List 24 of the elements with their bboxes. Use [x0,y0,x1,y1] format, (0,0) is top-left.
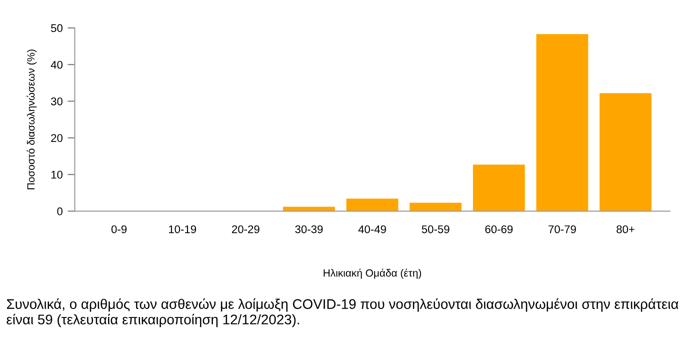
x-tick-label: 70-79 [548,225,576,234]
x-tick-label: 80+ [616,225,634,234]
x-axis-title: Ηλικιακή Ομάδα (έτη) [324,268,422,279]
y-tick-label: 20 [51,134,62,142]
bar [410,202,462,212]
text: Συνολικά, ο αριθμός των ασθενών με λοίμωξη COVID-19 που νοσηλεύονται διασωληνωμένοι στην επικράτεια είναι 59 (τελευταία επικαιροποίηση 12/12/2023). [6,298,678,328]
x-tick-label: 10-19 [169,225,196,234]
x-tick-label: 20-29 [232,225,260,234]
y-tick-label: 30 [50,97,62,106]
y-tick-label: 0 [57,207,62,216]
y-tick-label: 40 [50,60,62,69]
bar [346,198,398,212]
y-axis-title: Ποσοστό διασωληνώσεων (%) [26,50,37,190]
y-tick-label: 50 [51,24,62,32]
x-tick-label: 0-9 [111,225,127,234]
x-tick-label: 60-69 [485,225,513,234]
x-tick-label: 40-49 [358,225,386,234]
x-tick-label: 30-39 [295,225,323,234]
bar [600,93,652,212]
x-tick-label: 50-59 [422,225,450,234]
bar [536,34,588,212]
y-tick-label: 10 [51,170,62,179]
bar [472,164,525,212]
bar [283,206,335,212]
